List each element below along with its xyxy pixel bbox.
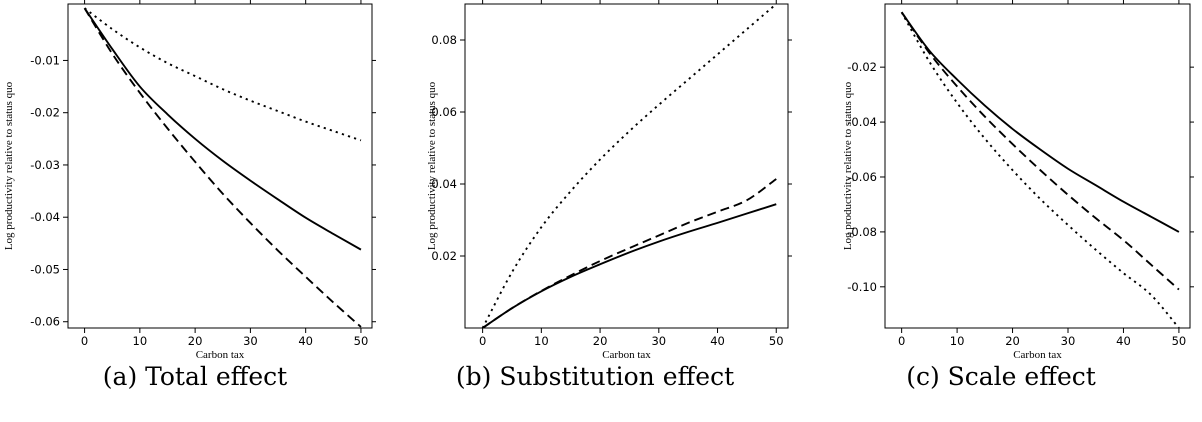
- plot-frame: [67, 3, 373, 329]
- caption-scale-effect: (c) Scale effect: [906, 362, 1096, 391]
- plot-frame: [464, 3, 789, 329]
- caption-substitution-effect: (b) Substitution effect: [455, 362, 735, 391]
- panel-total-effect: 0 10 20 30 40 50 -0.01 -0.02 -0.03 -0.04 -0.05 -0.0…: [0, 0, 390, 422]
- y-tick-label: -0.10: [847, 280, 877, 294]
- x-tick-label: 40: [1116, 334, 1131, 348]
- x-tick-label: 40: [298, 334, 313, 348]
- series-line-dashed: [900, 11, 1180, 291]
- x-tick-label: 0: [81, 334, 88, 348]
- x-tick-label: 40: [710, 334, 725, 348]
- y-tick-label: -0.04: [847, 115, 877, 129]
- x-tick-label: 20: [593, 334, 608, 348]
- x-axis-label: Carbon tax: [1013, 349, 1062, 361]
- caption-total-effect: (a) Total effect: [102, 362, 288, 391]
- panel-substitution-effect: 0 10 20 30 40 50 0.02 0.04 0.06 0.08 Carbon tax Log…: [395, 0, 795, 422]
- plot-frame: [884, 3, 1191, 329]
- series-line-solid: [482, 203, 777, 328]
- series-line-dotted: [84, 7, 362, 142]
- series-line-dotted: [481, 4, 777, 328]
- x-tick-label: 20: [188, 334, 203, 348]
- y-tick-label: -0.02: [30, 106, 60, 120]
- chart-total-effect: 0 10 20 30 40 50 -0.01 -0.02 -0.03 -0.04 -0.05 -0.0…: [3, 0, 376, 361]
- series-line-dashed: [482, 178, 777, 328]
- panel-scale-effect: 0 10 20 30 40 50 -0.02 -0.04 -0.06 -0.08 -0.10 Carb…: [800, 0, 1202, 422]
- series-line-dashed: [83, 7, 362, 328]
- x-tick-label: 50: [1172, 334, 1187, 348]
- y-tick-label: -0.08: [847, 225, 877, 239]
- x-tick-label: 0: [898, 334, 905, 348]
- x-tick-label: 10: [534, 334, 549, 348]
- x-tick-label: 20: [1005, 334, 1020, 348]
- y-tick-label: -0.03: [30, 158, 60, 172]
- x-tick-label: 50: [769, 334, 784, 348]
- y-tick-label: 0.06: [431, 105, 457, 119]
- x-axis-label: Carbon tax: [196, 349, 245, 361]
- y-tick-label: -0.06: [30, 315, 60, 329]
- y-tick-label: -0.06: [847, 170, 877, 184]
- y-axis-label: Log productivity relative to status quo: [842, 81, 854, 250]
- y-axis-label: Log productivity relative to status quo: [426, 81, 438, 250]
- x-tick-label: 30: [243, 334, 258, 348]
- x-tick-label: 30: [651, 334, 666, 348]
- x-tick-label: 10: [133, 334, 148, 348]
- x-tick-label: 50: [354, 334, 369, 348]
- y-tick-label: 0.08: [431, 33, 457, 47]
- chart-substitution-effect: 0 10 20 30 40 50 0.02 0.04 0.06 0.08 Carbon tax Log…: [426, 0, 792, 361]
- chart-scale-effect: 0 10 20 30 40 50 -0.02 -0.04 -0.06 -0.08 -0.10 Carb…: [842, 0, 1194, 361]
- series-line-solid: [900, 11, 1180, 233]
- y-tick-label: 0.02: [431, 249, 457, 263]
- y-tick-label: -0.05: [30, 262, 60, 276]
- y-tick-label: -0.01: [30, 53, 60, 67]
- series-line-solid: [83, 7, 362, 251]
- x-tick-label: 0: [479, 334, 486, 348]
- x-tick-label: 10: [950, 334, 965, 348]
- y-tick-label: -0.04: [30, 210, 60, 224]
- x-axis-label: Carbon tax: [602, 349, 651, 361]
- y-tick-label: -0.02: [847, 60, 877, 74]
- y-axis-label: Log productivity relative to status quo: [3, 81, 15, 250]
- x-tick-label: 30: [1061, 334, 1076, 348]
- y-tick-label: 0.04: [431, 177, 457, 191]
